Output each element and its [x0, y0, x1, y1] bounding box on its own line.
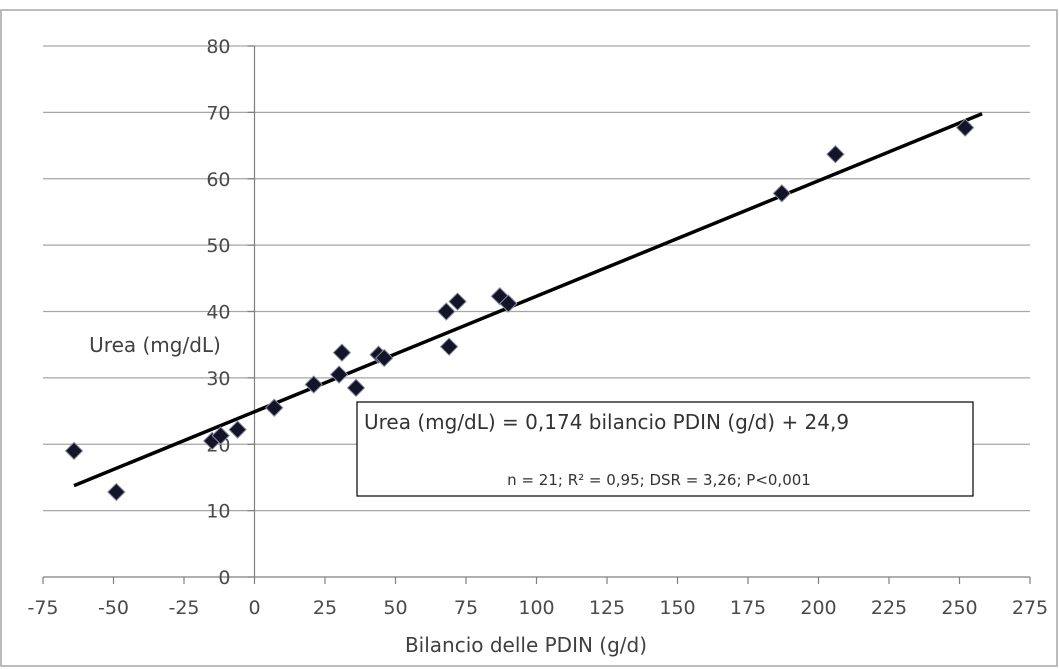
x-tick-label: 125 — [589, 597, 625, 619]
x-tick-label: -50 — [98, 597, 129, 619]
regression-stats: n = 21; R² = 0,95; DSR = 3,26; P<0,001 — [507, 471, 811, 489]
regression-equation: Urea (mg/dL) = 0,174 bilancio PDIN (g/d)… — [364, 410, 849, 434]
axes — [42, 45, 1031, 584]
x-tick-label: 100 — [518, 597, 554, 619]
data-point — [329, 365, 349, 384]
y-tick-label: 10 — [206, 501, 230, 523]
x-tick-label: 225 — [871, 597, 907, 619]
data-point — [304, 375, 323, 394]
y-tick-label: 50 — [206, 235, 230, 257]
x-tick-label: -75 — [27, 597, 58, 619]
trendline — [73, 112, 983, 488]
data-point — [439, 337, 459, 356]
data-point — [228, 420, 247, 439]
x-tick-label: 75 — [454, 597, 478, 619]
y-tick-label: 80 — [206, 36, 230, 58]
data-point — [772, 184, 792, 203]
y-tick-label: 40 — [206, 302, 230, 324]
x-tick-label: 275 — [1012, 597, 1048, 619]
data-point — [375, 348, 394, 368]
data-point — [826, 144, 845, 164]
data-point — [107, 482, 126, 502]
y-tick-label: 70 — [206, 102, 230, 124]
x-tick-label: 0 — [248, 597, 260, 619]
chart-frame — [0, 9, 1058, 667]
data-point — [64, 441, 84, 461]
y-tick-label: 60 — [206, 169, 230, 191]
x-tick-label: 175 — [730, 597, 766, 619]
x-tick-label: 250 — [941, 597, 977, 619]
data-point — [499, 294, 518, 313]
y-tick-label: 30 — [206, 368, 230, 390]
equation-box: Urea (mg/dL) = 0,174 bilancio PDIN (g/d)… — [356, 401, 974, 497]
data-point — [346, 378, 366, 398]
x-tick-label: 25 — [313, 597, 337, 619]
y-axis-title: Urea (mg/dL) — [89, 333, 221, 357]
x-tick-label: 200 — [800, 597, 836, 619]
x-tick-labels: -75 -50 -25 0 25 50 75 100 125 150 175 200 225 250 275 — [27, 597, 1048, 619]
x-tick-label: 150 — [659, 597, 695, 619]
x-tick-label: -25 — [168, 597, 199, 619]
x-axis-title: Bilancio delle PDIN (g/d) — [405, 633, 647, 657]
data-point — [265, 398, 284, 417]
data-point — [955, 118, 975, 137]
data-points — [64, 118, 975, 502]
y-tick-label: 0 — [218, 567, 230, 589]
data-point — [437, 302, 456, 321]
data-point — [332, 343, 352, 362]
trendline-group — [73, 112, 983, 488]
equation-box-border — [356, 401, 974, 497]
x-tick-label: 50 — [383, 597, 407, 619]
data-point — [211, 426, 230, 445]
data-point — [448, 292, 467, 311]
